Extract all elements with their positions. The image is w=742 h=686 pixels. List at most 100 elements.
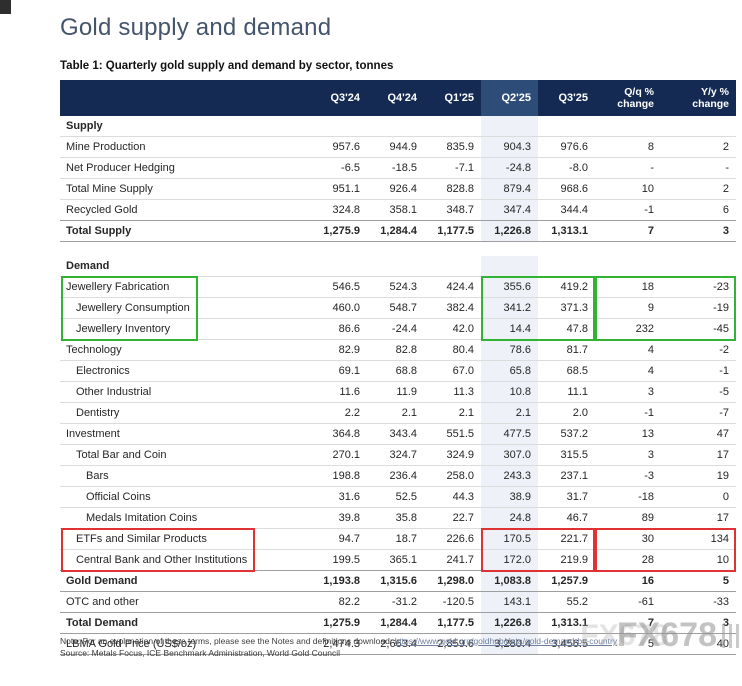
column-header: Q3'25 [538, 80, 595, 116]
row-label-cell: Jewellery Fabrication [60, 276, 310, 298]
value-cell: 3 [595, 381, 661, 403]
value-cell: 14.4 [481, 318, 538, 340]
value-cell: 13 [595, 423, 661, 445]
column-header: Q1'25 [424, 80, 481, 116]
value-cell: 879.4 [481, 178, 538, 200]
value-cell: 52.5 [367, 486, 424, 508]
row-label-cell: Recycled Gold [60, 199, 310, 221]
value-cell: 38.9 [481, 486, 538, 508]
value-cell: 198.8 [310, 465, 367, 487]
table-row: Investment 364.8 343.4 551.5 477.5 537.2 13 47 [60, 423, 736, 445]
value-cell: 243.3 [481, 465, 538, 487]
table-row: Recycled Gold 324.8 358.1 348.7 347.4 344.4 -1… [60, 199, 736, 221]
value-cell: -19 [661, 297, 736, 319]
table-caption: Table 1: Quarterly gold supply and deman… [60, 60, 394, 72]
value-cell: 5 [595, 633, 661, 655]
value-cell [310, 256, 367, 277]
row-label-cell: LBMA Gold Price (US$/oz) [60, 633, 310, 655]
value-cell: 170.5 [481, 528, 538, 550]
value-cell: 926.4 [367, 178, 424, 200]
row-label: Total Demand [66, 617, 138, 629]
value-cell: -7 [661, 402, 736, 424]
row-label: Medals Imitation Coins [86, 512, 198, 524]
value-cell: 31.6 [310, 486, 367, 508]
row-label-cell: Demand [60, 256, 310, 277]
value-cell: 89 [595, 507, 661, 529]
row-label-cell: Bars [60, 465, 310, 487]
value-cell: -24.4 [367, 318, 424, 340]
value-cell: 47 [661, 423, 736, 445]
value-cell: 2.1 [481, 402, 538, 424]
value-cell: 355.6 [481, 276, 538, 298]
table-row: OTC and other 82.2 -31.2 -120.5 143.1 55.2 -61… [60, 591, 736, 613]
value-cell: 2.0 [538, 402, 595, 424]
value-cell: 241.7 [424, 549, 481, 571]
value-cell: 134 [661, 528, 736, 550]
value-cell: 24.8 [481, 507, 538, 529]
value-cell: 951.1 [310, 178, 367, 200]
value-cell: 28 [595, 549, 661, 571]
row-label-cell: Technology [60, 339, 310, 361]
value-cell: 341.2 [481, 297, 538, 319]
row-label: Jewellery Inventory [76, 323, 171, 335]
value-cell: 460.0 [310, 297, 367, 319]
table-row: Dentistry 2.2 2.1 2.1 2.1 2.0 -1 -7 [60, 402, 736, 424]
value-cell: 0 [661, 486, 736, 508]
definitions-link[interactable]: https://www.gold.org/goldhub/data/gold-d… [394, 636, 618, 646]
header-row: Q3'24 Q4'24 Q1'25 Q2'25 Q3'25 Q/q % change Y/y… [60, 80, 736, 116]
value-cell: 9 [595, 297, 661, 319]
value-cell: 55.2 [538, 591, 595, 613]
value-cell: 143.1 [481, 591, 538, 613]
table-row: Total Supply 1,275.9 1,284.4 1,177.5 1,226.8… [60, 220, 736, 242]
table-row: Net Producer Hedging -6.5 -18.5 -7.1 -24.8 -8… [60, 157, 736, 179]
table-row: Total Mine Supply 951.1 926.4 828.8 879.4 968… [60, 178, 736, 200]
value-cell [661, 256, 736, 277]
value-cell: 1,275.9 [310, 612, 367, 634]
value-cell: 546.5 [310, 276, 367, 298]
value-cell: 371.3 [538, 297, 595, 319]
table-container: Q3'24 Q4'24 Q1'25 Q2'25 Q3'25 Q/q % change Y/y… [60, 80, 736, 655]
value-cell: 477.5 [481, 423, 538, 445]
row-label-cell: Other Industrial [60, 381, 310, 403]
row-label: LBMA Gold Price (US$/oz) [66, 638, 197, 650]
value-cell: 39.8 [310, 507, 367, 529]
value-cell: 2,859.6 [424, 633, 481, 655]
value-cell: 221.7 [538, 528, 595, 550]
value-cell: 3 [595, 444, 661, 466]
value-cell: 1,315.6 [367, 570, 424, 592]
value-cell: 270.1 [310, 444, 367, 466]
value-cell: 11.6 [310, 381, 367, 403]
value-cell: 18 [595, 276, 661, 298]
row-label-cell: Total Supply [60, 220, 310, 242]
page-title: Gold supply and demand [60, 14, 332, 41]
value-cell: -45 [661, 318, 736, 340]
value-cell [310, 116, 367, 137]
table-row: Mine Production 957.6 944.9 835.9 904.3 976.6… [60, 136, 736, 158]
column-header: Q3'24 [310, 80, 367, 116]
row-label: Central Bank and Other Institutions [76, 554, 248, 566]
row-label: Technology [66, 344, 122, 356]
value-cell [538, 256, 595, 277]
row-label-cell: Mine Production [60, 136, 310, 158]
value-cell: 3 [661, 220, 736, 242]
table-row: Medals Imitation Coins 39.8 35.8 22.7 24.8 46… [60, 507, 736, 529]
value-cell: 68.5 [538, 360, 595, 382]
value-cell: 424.4 [424, 276, 481, 298]
row-label-cell: Investment [60, 423, 310, 445]
value-cell: -1 [595, 402, 661, 424]
row-label: Total Supply [66, 225, 132, 237]
value-cell: -8.0 [538, 157, 595, 179]
value-cell: 82.9 [310, 339, 367, 361]
value-cell: 44.3 [424, 486, 481, 508]
value-cell: 35.8 [367, 507, 424, 529]
value-cell: 364.8 [310, 423, 367, 445]
row-label-cell: Total Mine Supply [60, 178, 310, 200]
table-row: Total Demand 1,275.9 1,284.4 1,177.5 1,226.8… [60, 612, 736, 634]
column-header-blank [60, 80, 310, 116]
row-label-cell: Total Bar and Coin [60, 444, 310, 466]
value-cell: 419.2 [538, 276, 595, 298]
section-row: Demand [60, 256, 736, 277]
value-cell: 976.6 [538, 136, 595, 158]
value-cell: 348.7 [424, 199, 481, 221]
value-cell [481, 256, 538, 277]
